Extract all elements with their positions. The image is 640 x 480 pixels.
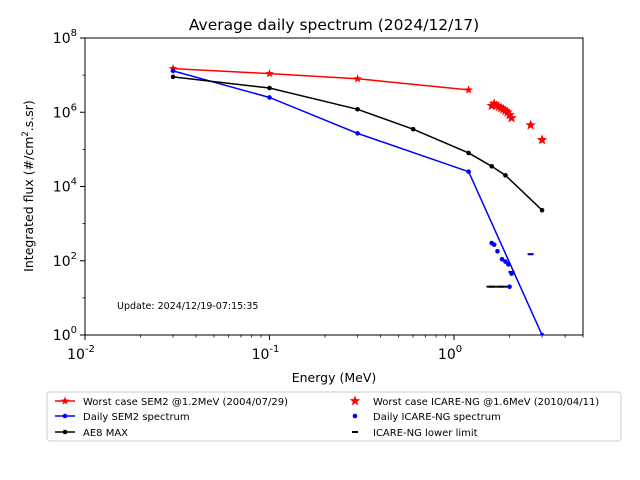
legend-label: Worst case SEM2 @1.2MeV (2004/07/29)	[83, 397, 288, 408]
series-point	[464, 85, 473, 94]
series-point	[506, 262, 511, 267]
series-point	[410, 126, 416, 132]
series-point	[168, 64, 178, 73]
series-point	[466, 169, 471, 175]
series-layer	[168, 64, 548, 335]
series-point	[504, 109, 515, 120]
series-point	[502, 106, 513, 117]
y-tick-exp: 6	[71, 102, 77, 113]
legend-marker	[349, 395, 361, 406]
y-tick-base: 10	[53, 328, 71, 344]
legend-item: Worst case ICARE-NG @1.6MeV (2010/04/11)	[349, 395, 599, 408]
legend: Worst case SEM2 @1.2MeV (2004/07/29) Dail…	[46, 391, 622, 442]
legend-marker	[60, 396, 70, 405]
series-group	[168, 64, 548, 335]
y-tick-exp: 8	[71, 28, 77, 39]
series-point	[491, 242, 497, 248]
legend-label: AE8 MAX	[83, 428, 128, 439]
legend-label: Worst case ICARE-NG @1.6MeV (2010/04/11)	[373, 397, 599, 408]
series-point	[353, 74, 362, 83]
y-tick-exp: 4	[71, 177, 77, 188]
legend-marker	[352, 413, 358, 419]
x-axis-label: Energy (MeV)	[292, 370, 377, 385]
series-point	[466, 150, 471, 156]
legend-items: Worst case SEM2 @1.2MeV (2004/07/29) Dail…	[55, 395, 599, 439]
series-point	[498, 103, 509, 114]
legend-label: Daily ICARE-NG spectrum	[373, 412, 501, 423]
legend-label: Daily SEM2 spectrum	[83, 412, 190, 423]
x-tick-label: 10-2	[67, 344, 95, 363]
series-point	[509, 271, 514, 276]
series-point	[539, 207, 545, 213]
series-point	[355, 107, 360, 112]
legend-box	[46, 391, 622, 442]
x-tick-label: 10-1	[252, 344, 280, 363]
series-line	[172, 76, 543, 211]
y-tick-base: 10	[53, 105, 71, 121]
y-axis-label: Integrated flux (#/cm2.s.sr)	[21, 100, 36, 272]
y-tick-base: 10	[53, 31, 71, 47]
legend-item: ICARE-NG lower limit	[352, 428, 478, 439]
x-tick-base: 10	[67, 347, 85, 363]
series-point	[536, 134, 548, 145]
legend-item: Daily SEM2 spectrum	[55, 412, 190, 423]
legend-item: Daily ICARE-NG spectrum	[352, 412, 501, 423]
y-axis-label-end: .s.sr)	[21, 100, 36, 131]
x-tick-label: 100	[438, 344, 462, 363]
y-tick-label: 102	[53, 251, 77, 270]
series-point	[503, 173, 508, 178]
series-point	[489, 164, 494, 169]
y-tick-label: 108	[53, 28, 77, 47]
series-point	[507, 284, 512, 289]
series-point	[170, 68, 176, 74]
x-tick-exp: 0	[456, 344, 462, 355]
legend-marker	[62, 413, 68, 419]
legend-marker	[62, 429, 68, 435]
series-point	[539, 332, 545, 335]
y-tick-label: 100	[53, 325, 77, 344]
series-point	[486, 100, 497, 111]
x-tick-exp: -1	[269, 344, 279, 355]
series-point	[506, 112, 517, 123]
y-axis-label-sup: 2	[21, 131, 31, 136]
series-line	[172, 67, 469, 91]
series-point	[500, 105, 511, 116]
y-tick-exp: 0	[71, 325, 77, 336]
x-tick-exp: -2	[85, 344, 95, 355]
series-point	[499, 256, 505, 262]
series-point	[495, 248, 500, 254]
x-tick-base: 10	[252, 347, 270, 363]
legend-label: ICARE-NG lower limit	[373, 428, 478, 439]
y-tick-base: 10	[53, 254, 71, 270]
series-point	[503, 259, 508, 264]
y-tick-base: 10	[53, 180, 71, 196]
series-point	[267, 95, 272, 100]
series-point	[488, 98, 500, 109]
series-point	[267, 85, 272, 91]
series-point	[525, 119, 536, 130]
x-tick-base: 10	[438, 347, 456, 363]
y-tick-label: 104	[53, 177, 77, 196]
series-point	[355, 131, 360, 136]
series-point	[265, 69, 274, 78]
update-annotation: Update: 2024/12/19-07:15:35	[117, 301, 258, 312]
chart-title: Average daily spectrum (2024/12/17)	[189, 16, 479, 34]
y-tick-label: 106	[53, 102, 77, 121]
legend-item: AE8 MAX	[55, 428, 128, 439]
series-point	[170, 74, 176, 80]
y-axis-label-main: Integrated flux (#/cm	[21, 137, 36, 272]
y-tick-exp: 2	[71, 251, 77, 262]
legend-item: Worst case SEM2 @1.2MeV (2004/07/29)	[55, 396, 288, 408]
x-axis-ticks: 10-2 10-1 100	[67, 335, 584, 363]
